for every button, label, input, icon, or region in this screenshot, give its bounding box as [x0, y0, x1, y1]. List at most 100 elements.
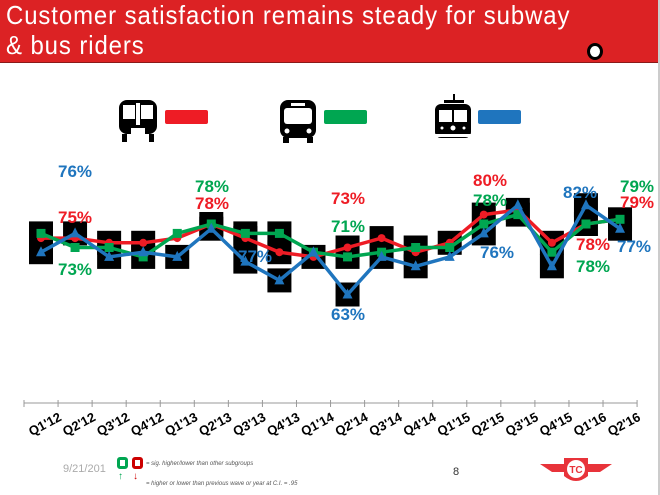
data-label: 80% — [473, 171, 507, 190]
data-point — [343, 243, 352, 252]
data-point — [342, 288, 353, 299]
legend-item-subway — [117, 100, 208, 142]
data-point — [580, 199, 591, 210]
data-point — [240, 255, 251, 266]
legend-color-bar — [165, 110, 208, 124]
data-point — [240, 228, 250, 238]
data-point — [36, 228, 46, 238]
subway-train-icon — [119, 100, 157, 142]
data-point — [479, 210, 488, 219]
data-point — [547, 247, 557, 257]
data-label: 76% — [58, 162, 92, 181]
data-point — [343, 252, 353, 262]
data-label: 78% — [576, 257, 610, 276]
data-label: 79% — [620, 193, 654, 212]
data-point — [546, 260, 557, 271]
data-point — [70, 243, 80, 252]
data-label: 76% — [480, 243, 514, 262]
x-tick-label: Q2'15 — [469, 409, 507, 439]
x-tick-label: Q1'12 — [26, 409, 64, 439]
data-point — [308, 246, 319, 257]
x-tick-label: Q4'14 — [401, 409, 440, 439]
data-point — [411, 243, 421, 252]
data-point — [512, 199, 523, 210]
data-point — [479, 219, 489, 229]
data-label: 78% — [195, 177, 229, 196]
sig-higher-green-square-icon — [117, 457, 128, 469]
data-label: 63% — [331, 305, 365, 324]
data-point — [377, 234, 386, 243]
data-point — [615, 222, 626, 233]
data-point — [615, 214, 625, 224]
x-tick-label: Q1'14 — [298, 409, 337, 439]
data-label: 79% — [620, 177, 654, 196]
streetcar-icon — [434, 94, 472, 138]
data-point — [581, 219, 591, 229]
arrow-note: = higher or lower than previous wave or … — [146, 481, 298, 487]
data-point — [376, 250, 387, 261]
down-arrow-icon: ↓ — [133, 471, 138, 482]
x-tick-label: Q4'13 — [264, 409, 302, 439]
x-tick-label: Q2'16 — [605, 409, 643, 439]
data-label: 71% — [331, 217, 365, 236]
page-number: 8 — [453, 466, 460, 478]
bus-icon — [280, 100, 316, 143]
data-label: 77% — [617, 237, 651, 256]
data-point — [444, 250, 455, 261]
data-point — [36, 246, 46, 257]
x-tick-label: Q4'15 — [537, 409, 575, 439]
data-label: 75% — [58, 208, 92, 227]
data-label: 78% — [576, 235, 610, 254]
data-point — [138, 252, 148, 262]
data-label: 78% — [473, 191, 507, 210]
sig-lower-red-square-icon — [132, 457, 143, 469]
data-label: 82% — [563, 183, 597, 202]
data-point — [547, 238, 556, 247]
x-tick-label: Q3'13 — [230, 409, 268, 439]
data-point — [274, 274, 285, 285]
data-point — [139, 238, 148, 247]
data-point — [410, 260, 421, 271]
data-point — [445, 243, 455, 252]
data-point — [138, 246, 149, 257]
data-point — [70, 227, 81, 238]
data-point — [172, 228, 182, 238]
data-point — [104, 250, 115, 261]
x-tick-label: Q3'15 — [503, 409, 541, 439]
up-arrow-icon: ↑ — [118, 471, 123, 482]
data-point — [274, 228, 284, 238]
data-label: 73% — [331, 189, 365, 208]
x-tick-label: Q2'14 — [332, 409, 371, 439]
legend-color-bar — [324, 110, 367, 124]
circle-marker-icon — [587, 43, 603, 60]
data-point — [104, 243, 114, 252]
data-point — [275, 248, 284, 257]
line-chart: 76%75%73%78%78%77%73%71%63%80%78%76%82%7… — [23, 162, 654, 439]
x-tick-label: Q4'12 — [128, 409, 166, 439]
data-label: 78% — [195, 194, 229, 213]
data-point — [206, 222, 217, 233]
x-tick-label: Q1'15 — [435, 409, 473, 439]
x-tick-label: Q1'16 — [571, 409, 609, 439]
data-point — [513, 210, 523, 220]
x-tick-label: Q2'12 — [60, 409, 98, 439]
x-tick-label: Q1'13 — [162, 409, 200, 439]
x-tick-label: Q3'14 — [367, 409, 406, 439]
data-label: 77% — [238, 247, 272, 266]
legend-item-bus — [280, 100, 367, 143]
series-line-streetcar — [40, 203, 622, 297]
footer-date: 9/21/201 — [63, 463, 106, 475]
data-point — [478, 227, 489, 238]
legend-color-bar — [478, 110, 521, 124]
title-band: Customer satisfaction remains steady for… — [0, 0, 658, 63]
legend-item-streetcar — [434, 94, 521, 140]
ttc-logo: TC — [540, 458, 612, 481]
x-tick-label: Q2'13 — [196, 409, 234, 439]
series-line-bus — [40, 212, 621, 259]
svg-text:TC: TC — [569, 465, 582, 476]
data-point — [172, 250, 183, 261]
x-tick-label: Q3'12 — [94, 409, 132, 439]
data-label: 73% — [58, 260, 92, 279]
page-title: Customer satisfaction remains steady for… — [6, 0, 571, 60]
